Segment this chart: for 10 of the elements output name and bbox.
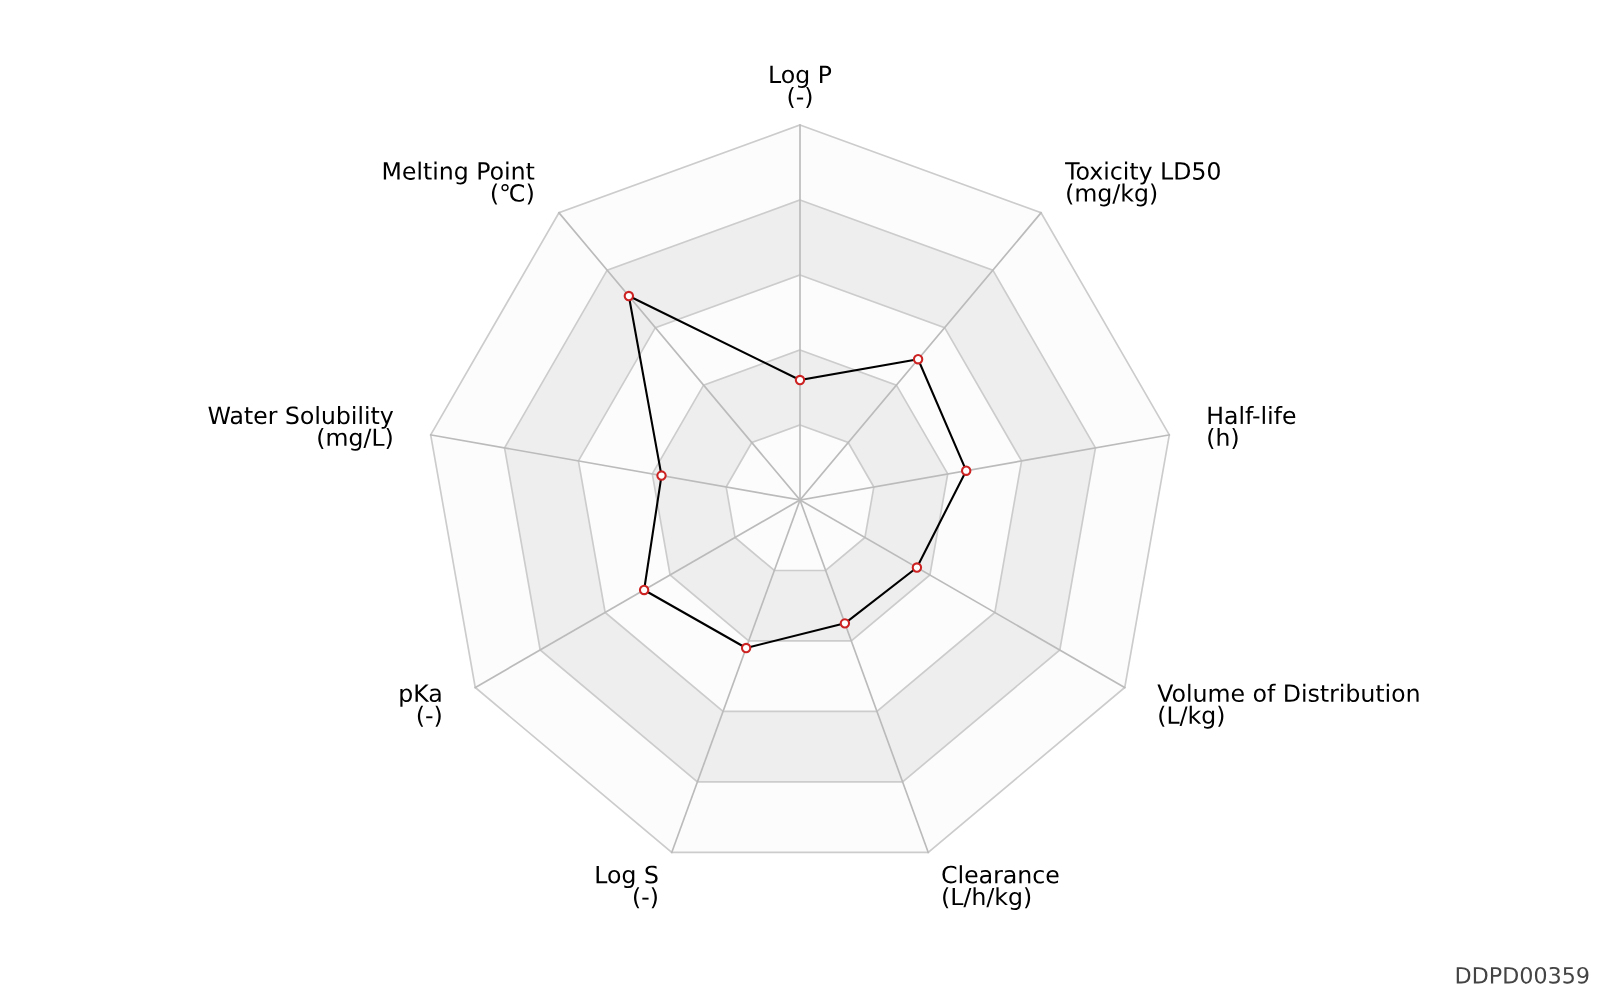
- text: DDPD00359: [1456, 966, 1589, 984]
- spoke-label: Melting Point (℃): [383, 161, 535, 205]
- spoke-label: pKa (-): [400, 684, 441, 727]
- spoke-label: Half-life (h): [1208, 405, 1296, 449]
- spoke-label: Toxicity LD50 (mg/kg): [1065, 161, 1220, 207]
- spoke-label: Water Solubility (mg/L): [208, 405, 394, 451]
- spoke-label: Volume of Distribution (L/kg): [1157, 683, 1419, 729]
- spoke-label: Log P (-): [770, 65, 832, 109]
- spoke-label: Log S (-): [596, 865, 658, 909]
- spoke-label: Clearance (L/h/kg): [942, 865, 1059, 911]
